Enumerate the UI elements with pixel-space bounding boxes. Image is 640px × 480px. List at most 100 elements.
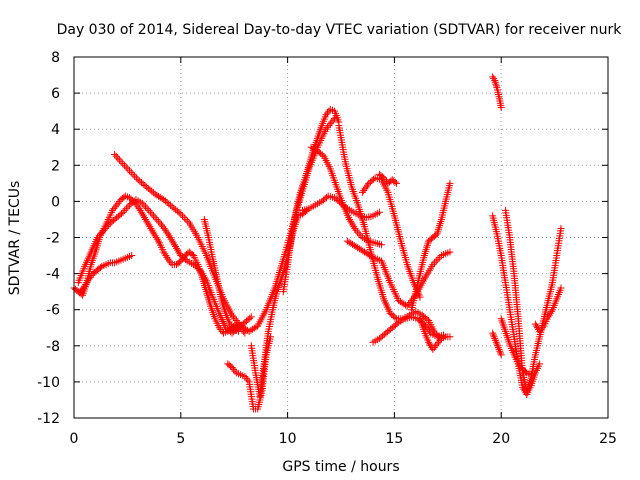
tick-labels: 0 5 10 15 20 25 -12 -10 -8 -6 -4 -2 0 2 4 6 8 [37,50,617,447]
data-point [545,311,553,319]
data-point [146,208,154,216]
x-tick-label: 15 [385,431,403,447]
data-point [165,257,173,265]
data-point [168,237,176,245]
data-point [227,322,235,330]
data-point [128,252,136,260]
data-point [148,187,156,195]
data-point [182,256,190,264]
data-point [531,320,539,328]
data-point [348,219,356,227]
data-point [158,221,166,229]
data-point [162,252,170,260]
data-point [416,293,424,301]
data-point [367,252,375,260]
data-point [322,125,330,133]
data-point [167,235,175,243]
series-arc-23 [375,170,401,187]
data-point [143,205,151,213]
series-arc-7 [247,206,311,400]
data-point [201,275,209,283]
data-point [184,217,192,225]
data-point [247,313,255,321]
data-point [516,362,524,370]
data-point [363,181,371,189]
data-point [215,324,223,332]
y-tick-label: 8 [51,50,60,66]
data-point [120,161,128,169]
x-axis-label: GPS time / hours [282,459,399,475]
data-point [232,317,240,325]
series-arc-17 [489,73,505,112]
data-point [496,349,504,357]
data-point [491,78,499,86]
data-point [142,215,150,223]
data-point [180,214,188,222]
data-point [492,82,500,90]
series-arc-3 [74,196,255,337]
data-point [97,230,105,238]
data-point [557,284,565,292]
data-point [231,315,239,323]
data-point [229,313,237,321]
data-point [496,347,504,355]
data-point [145,221,153,229]
data-point [497,104,505,112]
data-point [492,338,500,346]
data-point [358,188,366,196]
x-tick-label: 5 [176,431,185,447]
data-point [429,261,437,269]
data-point [227,362,235,370]
data-point [108,206,116,214]
data-point [434,255,442,263]
data-point [493,340,501,348]
data-point [134,203,142,211]
data-point [78,286,86,294]
data-point [497,351,505,359]
data-point [95,232,103,240]
data-point [136,177,144,185]
data-point [136,206,144,214]
data-point [489,331,497,339]
series-arc-4 [76,252,136,296]
data-point [142,203,150,211]
data-point [161,197,169,205]
data-point [121,206,129,214]
series-arc-10 [307,143,386,249]
data-point [156,219,164,227]
data-point [83,279,91,287]
data-point [139,212,147,220]
data-point [144,219,152,227]
data-point [147,224,155,232]
data-point [347,217,355,225]
data-point [244,376,252,384]
data-point [140,201,148,209]
data-point [381,176,389,184]
data-point [173,207,181,215]
data-point [177,210,185,218]
data-point [98,228,106,236]
data-point [152,234,160,241]
data-point [140,214,148,222]
data-point [536,327,544,335]
data-point [167,259,175,267]
data-point [494,342,502,350]
data-point [492,80,500,88]
series-arc-14 [369,313,448,346]
data-point [226,320,234,328]
data-point [163,228,171,236]
data-point [175,248,183,256]
data-point [164,255,172,263]
data-point [160,196,168,204]
data-point [114,154,122,162]
series-arc-16 [416,315,454,353]
data-points [70,73,565,413]
data-point [328,118,336,126]
data-point [153,215,161,223]
data-point [100,226,108,234]
x-tick-label: 25 [599,431,617,447]
data-point [491,335,499,343]
data-point [360,187,368,195]
data-point [391,178,399,186]
data-point [350,223,358,231]
